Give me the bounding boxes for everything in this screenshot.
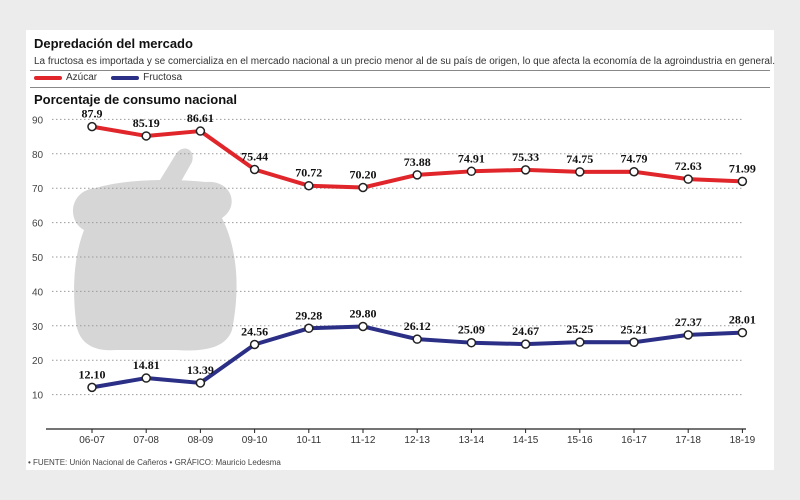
data-point [304, 180, 314, 191]
data-point [683, 330, 693, 340]
data-point [575, 167, 585, 177]
legend-swatch-azucar [34, 75, 62, 80]
line-chart: 10 20 30 40 50 60 70 80 90 06-07 07-08 08-09 09-10 1… [32, 107, 756, 446]
y-tick-label: 60 [32, 219, 44, 230]
data-label: 24.67 [512, 324, 539, 338]
data-label: 74.91 [458, 151, 485, 165]
data-point [195, 126, 206, 136]
data-label: 70.20 [350, 168, 377, 182]
data-label: 75.33 [512, 150, 539, 164]
data-label: 70.72 [295, 166, 322, 180]
data-label: 29.28 [295, 308, 322, 322]
divider-legend [30, 87, 770, 88]
legend-label-fructosa: Fructosa [143, 72, 183, 83]
sugar-bag-icon [72, 148, 237, 351]
data-point [141, 373, 151, 383]
x-tick-label: 17-18 [675, 435, 701, 446]
x-tick-label: 10-11 [296, 435, 321, 446]
data-point [629, 166, 639, 177]
data-point [520, 165, 531, 175]
data-point [358, 321, 368, 332]
y-tick-label: 90 [32, 115, 44, 126]
data-label: 25.21 [621, 322, 648, 336]
legend-label-azucar: Azúcar [66, 72, 98, 83]
data-label: 86.61 [187, 111, 214, 125]
y-tick-label: 30 [32, 322, 44, 333]
x-tick-label: 12-13 [404, 435, 430, 446]
infographic-panel: Depredación del mercado La fructosa es i… [26, 30, 775, 470]
y-tick-label: 70 [32, 184, 44, 195]
data-point [466, 337, 477, 348]
data-point [195, 378, 206, 388]
data-point [466, 166, 477, 177]
x-tick-label: 09-10 [242, 435, 268, 446]
legend-swatch-fructosa [111, 75, 140, 80]
data-label: 14.81 [133, 358, 160, 372]
bag-scoop [144, 148, 193, 208]
x-tick-label: 11-12 [351, 435, 376, 446]
data-point [737, 176, 748, 187]
data-point [737, 327, 748, 338]
legend-item-fructosa: Fructosa [111, 72, 182, 83]
x-tick-label: 08-09 [188, 435, 214, 446]
y-axis-ticks: 10 20 30 40 50 60 70 80 90 [32, 115, 44, 401]
data-label: 25.09 [458, 323, 485, 337]
data-point [575, 337, 585, 347]
data-label: 12.10 [79, 367, 106, 381]
legend: Azúcar Fructosa [34, 72, 196, 83]
data-point [520, 339, 531, 349]
data-label: 28.01 [729, 313, 756, 327]
data-point [249, 164, 260, 175]
data-label: 27.37 [675, 315, 702, 329]
divider-top [30, 70, 770, 71]
series-group: 87.9 85.19 86.61 75.44 70.72 70.20 73.88 74.91 7… [79, 107, 756, 393]
chart-title: Porcentaje de consumo nacional [34, 92, 237, 107]
source-note: • FUENTE: Unión Nacional de Cañeros GRÁF… [28, 458, 281, 467]
data-point [141, 131, 151, 141]
subtitle: La fructosa es importada y se comerciali… [34, 56, 775, 67]
y-tick-label: 10 [32, 391, 44, 402]
page-title: Depredación del mercado [34, 36, 193, 51]
data-label: 29.80 [350, 306, 377, 320]
x-tick-label: 06-07 [79, 435, 105, 446]
data-point [87, 382, 97, 393]
data-point [629, 337, 639, 348]
grid-lines [52, 118, 742, 396]
x-tick-label: 13-14 [459, 435, 485, 446]
data-label: 74.79 [621, 152, 648, 166]
x-tick-label: 14-15 [513, 435, 539, 446]
y-tick-label: 20 [32, 356, 44, 367]
x-tick-label: 16-17 [621, 435, 647, 446]
y-tick-label: 50 [32, 253, 44, 264]
data-label: 24.56 [241, 325, 268, 339]
data-label: 26.12 [404, 319, 431, 333]
source-text: • FUENTE: Unión Nacional de Cañeros [28, 458, 168, 467]
data-point [683, 174, 693, 184]
bag-body [72, 180, 237, 351]
x-axis: 06-07 07-08 08-09 09-10 10-11 11-12 12-13 13-14… [46, 428, 756, 446]
x-tick-label: 15-16 [567, 435, 593, 446]
data-label: 72.63 [675, 159, 702, 173]
data-label: 74.75 [566, 152, 593, 166]
x-tick-label: 07-08 [133, 435, 159, 446]
data-point [412, 170, 422, 180]
y-tick-label: 40 [32, 287, 44, 298]
credit-text: GRÁFICO: Mauricio Ledesma [170, 458, 281, 467]
data-point [304, 323, 314, 334]
data-label: 25.25 [566, 322, 593, 336]
data-label: 75.44 [241, 149, 268, 163]
data-label: 73.88 [404, 155, 431, 169]
data-label: 87.9 [82, 107, 103, 121]
x-tick-label: 18-19 [730, 435, 756, 446]
data-point [358, 182, 368, 193]
data-point [87, 121, 97, 132]
y-tick-label: 80 [32, 150, 44, 161]
data-label: 85.19 [133, 116, 160, 130]
data-point [412, 334, 422, 344]
legend-item-azucar: Azúcar [34, 72, 97, 83]
data-label: 13.39 [187, 363, 214, 377]
data-label: 71.99 [729, 161, 756, 175]
data-point [249, 339, 260, 350]
